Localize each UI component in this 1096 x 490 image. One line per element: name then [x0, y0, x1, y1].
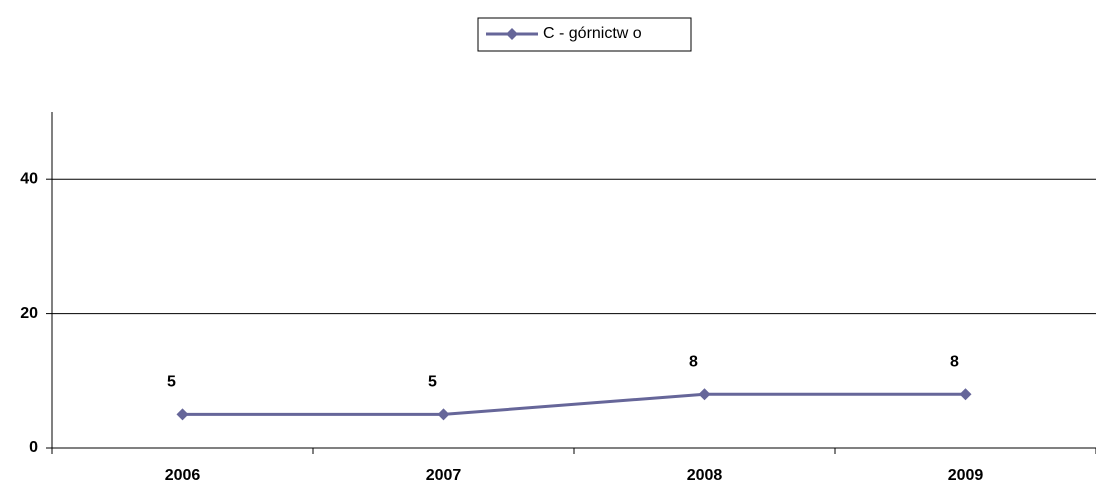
series-line	[182, 392, 966, 416]
x-tick-label: 2006	[165, 467, 201, 484]
marker	[698, 388, 711, 401]
y-tick-label: 0	[29, 439, 38, 456]
y-tick-label: 40	[20, 170, 38, 187]
data-label: 8	[950, 353, 959, 370]
marker	[176, 408, 189, 421]
legend-marker	[506, 28, 518, 40]
data-label: 5	[167, 374, 176, 391]
x-tick-label: 2008	[687, 467, 723, 484]
data-label: 5	[428, 374, 437, 391]
data-label: 8	[689, 353, 698, 370]
y-tick-label: 20	[20, 305, 38, 322]
x-tick-label: 2009	[948, 467, 984, 484]
marker	[959, 388, 972, 401]
marker	[437, 408, 450, 421]
x-tick-label: 2007	[426, 467, 462, 484]
legend-label: C - górnictw o	[543, 25, 642, 42]
